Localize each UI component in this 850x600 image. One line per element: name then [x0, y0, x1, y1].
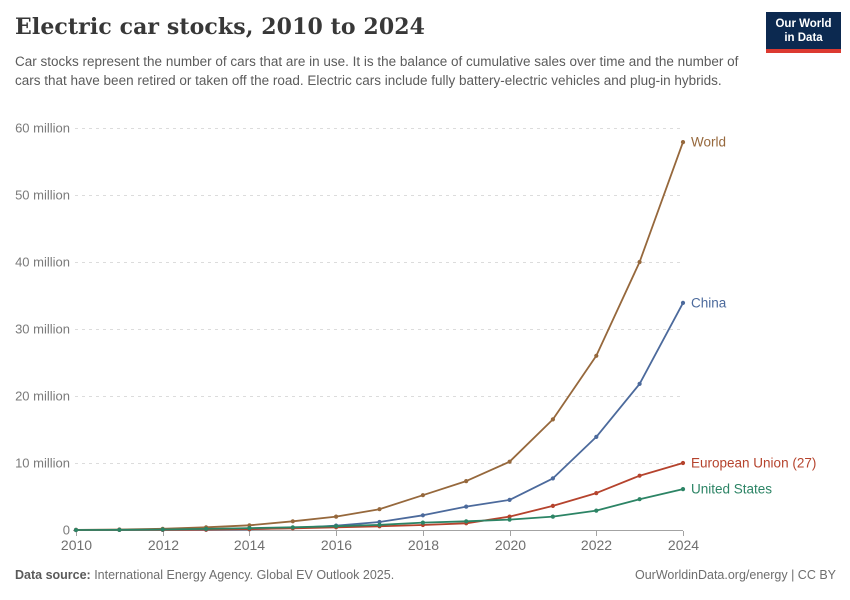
series-label-china[interactable]: China	[691, 295, 727, 310]
data-source-text: International Energy Agency. Global EV O…	[90, 568, 395, 582]
data-point-world-2015[interactable]	[290, 519, 295, 524]
owid-logo-line2: in Data	[784, 32, 823, 44]
data-point-european-union-27-2021[interactable]	[550, 503, 556, 508]
x-tick-label-2016: 2016	[321, 537, 352, 553]
data-point-united-states-2022[interactable]	[594, 508, 599, 513]
x-tick-label-2020: 2020	[495, 537, 526, 553]
data-point-united-states-2019[interactable]	[464, 519, 469, 524]
data-point-united-states-2014[interactable]	[247, 526, 252, 531]
data-point-china-2018[interactable]	[420, 513, 425, 518]
data-point-united-states-2023[interactable]	[637, 497, 642, 502]
x-tick-label-2010: 2010	[61, 537, 92, 553]
data-point-united-states-2012[interactable]	[160, 527, 165, 532]
data-point-united-states-2013[interactable]	[204, 526, 209, 532]
data-point-united-states-2020[interactable]	[507, 517, 512, 522]
x-tick-label-2018: 2018	[408, 537, 439, 553]
data-point-china-2022[interactable]	[594, 434, 599, 439]
data-point-world-2019[interactable]	[464, 479, 469, 484]
y-tick-label-0: 0	[63, 523, 70, 538]
page-title: Electric car stocks, 2010 to 2024	[15, 14, 426, 40]
data-point-world-2016[interactable]	[334, 514, 339, 519]
data-source-note: Data source: International Energy Agency…	[15, 568, 394, 582]
series-line-china[interactable]	[75, 301, 684, 531]
data-point-china-2017[interactable]	[377, 519, 382, 525]
series-label-united-states[interactable]: United States	[691, 482, 772, 497]
series-world[interactable]: World	[73, 135, 726, 533]
data-point-united-states-2018[interactable]	[420, 520, 425, 525]
y-tick-label-30: 30 million	[15, 322, 70, 337]
license-link[interactable]: OurWorldinData.org/energy | CC BY	[634, 568, 836, 582]
data-point-european-union-27-2023[interactable]	[637, 473, 642, 478]
y-tick-label-60: 60 million	[15, 121, 70, 136]
data-point-china-2023[interactable]	[637, 381, 642, 386]
y-tick-label-20: 20 million	[15, 389, 70, 404]
data-point-china-2024[interactable]	[680, 300, 686, 305]
data-point-world-2024[interactable]	[680, 140, 686, 145]
data-point-world-2020[interactable]	[507, 459, 512, 464]
series-united-states[interactable]: United States	[73, 482, 772, 533]
x-tick-label-2024: 2024	[668, 537, 699, 553]
x-tick-label-2012: 2012	[148, 537, 179, 553]
data-point-world-2018[interactable]	[420, 493, 425, 498]
data-point-world-2023[interactable]	[637, 259, 642, 265]
data-point-european-union-27-2024[interactable]	[680, 460, 686, 466]
y-tick-label-10: 10 million	[15, 456, 70, 471]
data-point-china-2021[interactable]	[550, 476, 556, 481]
owid-logo-line1: Our World	[775, 18, 832, 30]
data-point-world-2021[interactable]	[550, 417, 556, 422]
data-point-united-states-2024[interactable]	[680, 487, 686, 492]
data-point-united-states-2015[interactable]	[290, 525, 295, 530]
x-tick-label-2014: 2014	[234, 537, 265, 553]
data-point-china-2020[interactable]	[507, 497, 512, 502]
series-line-world[interactable]	[75, 141, 684, 531]
y-tick-label-40: 40 million	[15, 255, 70, 270]
data-point-united-states-2011[interactable]	[117, 527, 122, 533]
data-source-label: Data source:	[15, 568, 91, 582]
chart-subtitle: Car stocks represent the number of cars …	[15, 54, 739, 88]
series-china[interactable]: China	[73, 295, 727, 533]
x-tick-label-2022: 2022	[581, 537, 612, 553]
data-point-china-2019[interactable]	[464, 504, 469, 509]
data-point-world-2022[interactable]	[594, 353, 599, 358]
series-label-european-union-27[interactable]: European Union (27)	[691, 456, 816, 471]
series-label-world[interactable]: World	[691, 135, 726, 150]
data-point-united-states-2021[interactable]	[550, 514, 556, 519]
data-point-united-states-2010[interactable]	[73, 527, 79, 533]
y-tick-label-50: 50 million	[15, 188, 70, 203]
data-point-european-union-27-2022[interactable]	[594, 491, 599, 496]
owid-logo[interactable]: Our World in Data	[766, 12, 841, 53]
data-point-united-states-2016[interactable]	[334, 524, 339, 529]
data-point-world-2017[interactable]	[377, 507, 382, 512]
data-point-united-states-2017[interactable]	[377, 522, 382, 528]
data-point-european-union-27-2020[interactable]	[507, 514, 512, 519]
